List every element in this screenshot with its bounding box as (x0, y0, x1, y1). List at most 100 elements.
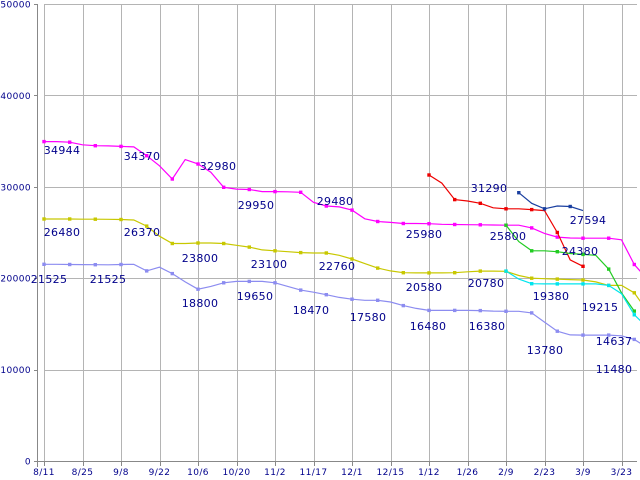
data-point-marker (632, 262, 636, 267)
data-point-marker (299, 288, 303, 292)
data-point-marker (170, 177, 174, 181)
x-tick-label: 3/23 (611, 468, 633, 478)
data-point-marker (581, 264, 585, 268)
data-point-marker (453, 308, 457, 313)
value-label: 22760 (319, 260, 356, 273)
value-label: 21525 (31, 273, 68, 286)
value-label: 14637 (596, 335, 633, 348)
value-label: 16380 (469, 320, 506, 333)
data-point-marker (607, 267, 611, 271)
data-point-marker (93, 144, 97, 148)
data-point-marker (350, 208, 354, 212)
series-periwinkle-series (42, 262, 640, 344)
data-point-marker (145, 224, 149, 228)
value-label: 31290 (471, 182, 508, 195)
series-line (505, 270, 640, 322)
y-tick-label: 10000 (0, 366, 31, 376)
y-tick-label: 20000 (0, 275, 31, 285)
value-annotations: 34944 34370 32980 29950 29480 25980 25800 24380… (31, 144, 633, 376)
value-label: 18800 (182, 297, 219, 310)
data-point-marker (401, 271, 405, 275)
data-point-marker (568, 204, 572, 209)
value-label: 26370 (124, 226, 161, 239)
value-label: 19215 (582, 301, 619, 314)
data-point-marker (247, 245, 251, 249)
data-point-marker (68, 262, 72, 267)
data-point-marker (93, 263, 97, 267)
x-tick-label: 10/20 (223, 468, 251, 478)
value-label: 34370 (124, 150, 161, 163)
data-point-marker (350, 297, 354, 301)
value-label: 20780 (468, 277, 505, 290)
series-green-series (504, 223, 636, 313)
data-point-marker (222, 281, 226, 285)
data-point-marker (453, 271, 457, 275)
value-label: 32980 (200, 160, 237, 173)
value-label: 17580 (350, 311, 387, 324)
value-label: 25980 (406, 228, 443, 241)
value-label: 25800 (490, 230, 527, 243)
data-point-marker (607, 283, 611, 288)
x-axis-tick-labels: 8/11 8/25 9/8 9/22 10/6 10/20 11/2 11/17 12/1 12/… (33, 468, 632, 478)
data-point-marker (68, 217, 72, 221)
data-point-marker (196, 287, 200, 291)
y-tick-label: 40000 (0, 92, 31, 102)
data-point-marker (222, 241, 226, 246)
data-point-marker (376, 219, 380, 224)
data-point-marker (222, 185, 226, 189)
data-point-marker (530, 226, 534, 230)
data-point-marker (478, 269, 482, 273)
x-tick-label: 8/11 (33, 468, 55, 478)
data-point-marker (119, 217, 123, 222)
value-label: 24380 (562, 245, 599, 258)
gridlines (44, 4, 637, 462)
axis-lines (34, 4, 637, 467)
data-point-marker (478, 201, 482, 205)
x-tick-label: 10/6 (187, 468, 209, 478)
data-point-marker (427, 271, 431, 275)
x-tick-label: 2/9 (498, 468, 514, 478)
x-tick-label: 9/22 (149, 468, 171, 478)
x-tick-label: 11/17 (300, 468, 328, 478)
data-point-marker (350, 257, 354, 261)
value-label: 11480 (596, 363, 633, 376)
data-point-marker (119, 262, 123, 267)
value-label: 29480 (317, 195, 354, 208)
data-point-marker (273, 281, 277, 285)
x-tick-label: 8/25 (72, 468, 94, 478)
y-tick-label: 50000 (0, 1, 31, 11)
data-point-marker (324, 251, 328, 255)
data-point-marker (273, 189, 277, 194)
data-point-marker (427, 173, 431, 177)
data-point-marker (607, 236, 611, 240)
data-point-marker (517, 191, 521, 195)
data-point-marker (581, 252, 585, 257)
series-magenta-series (42, 139, 640, 272)
x-tick-label: 12/1 (341, 468, 363, 478)
x-tick-label: 3/9 (575, 468, 591, 478)
data-point-marker (478, 223, 482, 227)
data-point-marker (119, 144, 123, 149)
data-point-marker (427, 222, 431, 226)
value-label: 27594 (570, 214, 607, 227)
data-point-marker (530, 249, 534, 253)
y-tick-label: 30000 (0, 183, 31, 193)
data-point-marker (42, 217, 46, 221)
data-point-marker (632, 309, 636, 313)
value-label: 29950 (238, 199, 275, 212)
series-red-series (427, 173, 585, 268)
value-label: 19380 (533, 290, 570, 303)
data-point-marker (555, 329, 559, 333)
value-label: 13780 (527, 344, 564, 357)
data-point-marker (530, 282, 534, 286)
data-point-marker (170, 271, 174, 276)
data-point-marker (453, 222, 457, 227)
data-point-marker (247, 279, 251, 284)
y-tick-label: 0 (25, 458, 31, 468)
data-point-marker (632, 313, 636, 317)
data-point-marker (530, 311, 534, 315)
data-point-marker (504, 269, 508, 273)
series-line (518, 192, 584, 212)
